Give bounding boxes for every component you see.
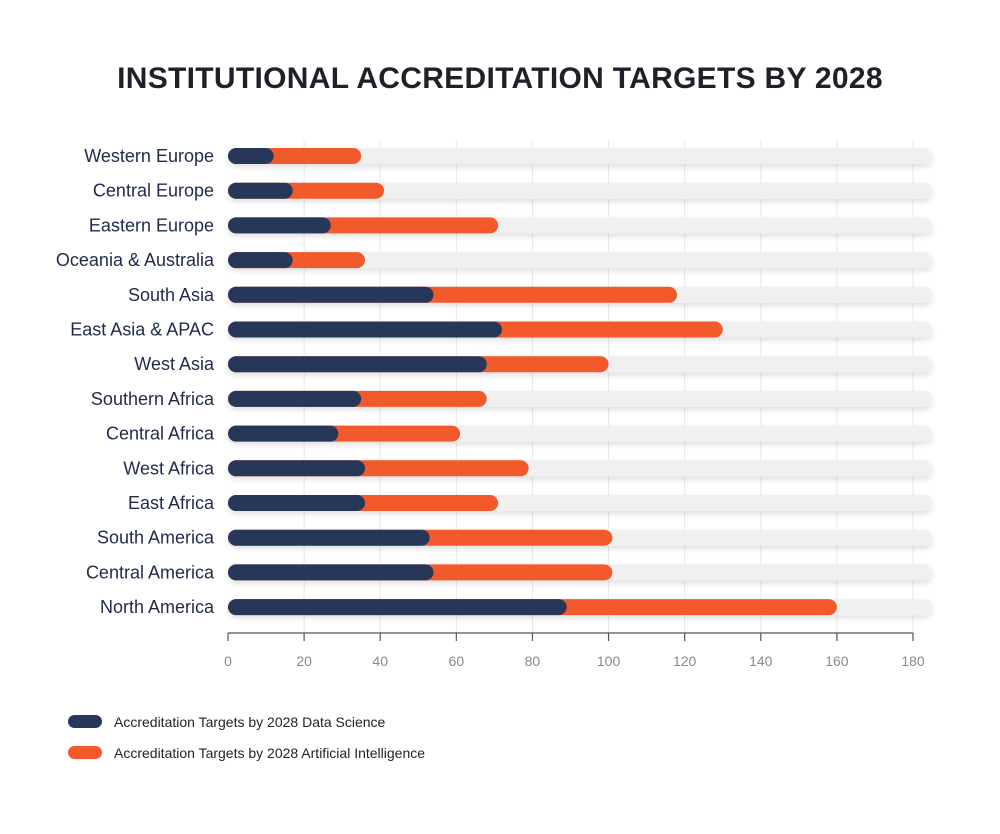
legend-item-artificial-intelligence: Accreditation Targets by 2028 Artificial…	[68, 737, 425, 768]
x-tick-label-80: 80	[525, 653, 541, 669]
category-label-west-africa: West Africa	[123, 458, 215, 478]
bar-ds-western-europe	[228, 148, 274, 164]
bar-ds-west-africa	[228, 460, 365, 477]
x-tick-label-40: 40	[372, 653, 388, 669]
bar-ds-south-asia	[228, 286, 434, 303]
legend-swatch-data-science	[68, 715, 102, 728]
bar-ds-oceania-and-australia	[228, 252, 293, 269]
category-label-oceania-and-australia: Oceania & Australia	[56, 250, 215, 270]
x-tick-label-0: 0	[224, 653, 232, 669]
legend-item-data-science: Accreditation Targets by 2028 Data Scien…	[68, 706, 425, 737]
category-label-western-europe: Western Europe	[84, 146, 214, 166]
category-label-central-europe: Central Europe	[93, 181, 214, 201]
track-central-europe	[228, 182, 932, 199]
x-tick-label-20: 20	[296, 653, 312, 669]
category-label-central-america: Central America	[86, 562, 215, 582]
bar-ds-central-africa	[228, 425, 339, 442]
track-western-europe	[228, 148, 932, 164]
track-oceania-and-australia	[228, 252, 932, 269]
x-tick-label-140: 140	[749, 653, 773, 669]
x-tick-label-100: 100	[597, 653, 621, 669]
category-label-north-america: North America	[100, 597, 215, 617]
legend: Accreditation Targets by 2028 Data Scien…	[68, 706, 425, 768]
bar-ds-north-america	[228, 599, 567, 616]
legend-swatch-artificial-intelligence	[68, 746, 102, 759]
bar-ds-central-europe	[228, 182, 293, 199]
category-label-southern-africa: Southern Africa	[91, 389, 215, 409]
bar-ds-south-america	[228, 529, 430, 546]
bar-ds-east-asia-and-apac	[228, 321, 502, 338]
legend-label-data-science: Accreditation Targets by 2028 Data Scien…	[114, 713, 386, 730]
x-tick-label-60: 60	[449, 653, 465, 669]
bar-ds-west-asia	[228, 356, 487, 373]
category-label-eastern-europe: Eastern Europe	[89, 215, 214, 235]
x-tick-label-120: 120	[673, 653, 697, 669]
bar-ds-southern-africa	[228, 390, 362, 407]
category-label-central-africa: Central Africa	[106, 424, 215, 444]
bar-ds-east-africa	[228, 495, 365, 511]
legend-label-artificial-intelligence: Accreditation Targets by 2028 Artificial…	[114, 744, 426, 761]
bar-ds-central-america	[228, 564, 434, 581]
chart-title: INSTITUTIONAL ACCREDITATION TARGETS BY 2…	[117, 62, 883, 95]
x-tick-label-180: 180	[901, 653, 925, 669]
category-label-south-america: South America	[97, 528, 215, 548]
category-label-west-asia: West Asia	[134, 354, 215, 374]
bar-ds-eastern-europe	[228, 217, 331, 234]
category-label-south-asia: South Asia	[128, 285, 215, 305]
x-tick-label-160: 160	[825, 653, 849, 669]
category-label-east-asia-and-apac: East Asia & APAC	[70, 320, 214, 340]
category-label-east-africa: East Africa	[128, 493, 215, 513]
